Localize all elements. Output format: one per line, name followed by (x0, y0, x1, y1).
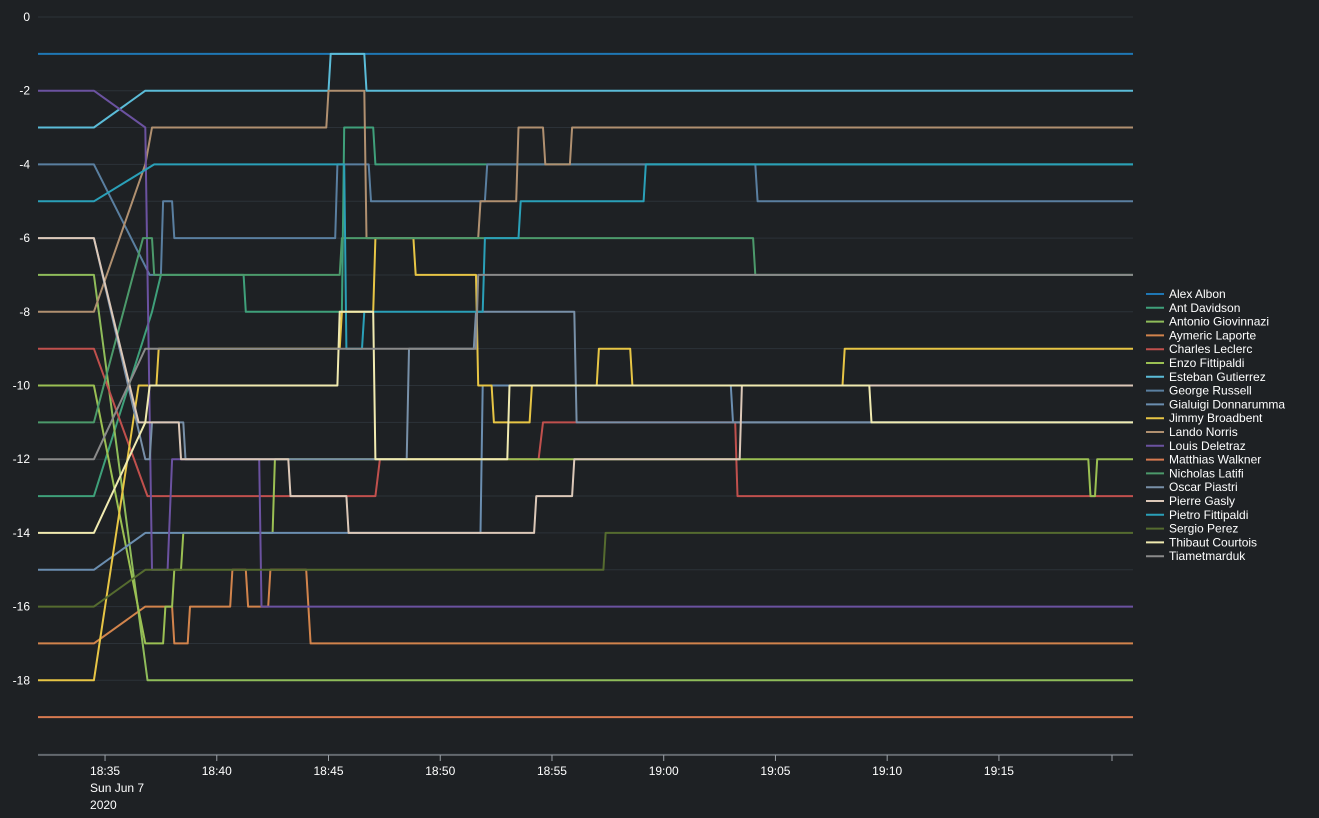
legend-item[interactable]: Oscar Piastri (1146, 480, 1238, 494)
legend-item[interactable]: Charles Leclerc (1146, 342, 1252, 356)
legend-item[interactable]: Thibaut Courtois (1146, 535, 1257, 549)
series-line (38, 237, 1133, 424)
y-tick-label: -6 (19, 231, 30, 245)
series-line (38, 310, 1133, 534)
series-line (38, 163, 1133, 276)
y-tick-label: -16 (13, 600, 31, 614)
legend-label: Alex Albon (1169, 287, 1226, 301)
legend-item[interactable]: Lando Norris (1146, 425, 1238, 439)
y-tick-label: -18 (13, 673, 31, 687)
legend-label: Louis Deletraz (1169, 439, 1246, 453)
legend-item[interactable]: George Russell (1146, 384, 1252, 398)
x-axis: 18:35 Sun Jun 7 2020 18:40 18:45 18:50 18:55 19… (38, 754, 1133, 812)
legend-label: George Russell (1169, 384, 1252, 398)
legend-label: Matthias Walkner (1169, 453, 1261, 467)
legend-item[interactable]: Pierre Gasly (1146, 494, 1235, 508)
series-line (38, 384, 1133, 571)
y-tick-label: -14 (13, 526, 31, 540)
legend-label: Enzo Fittipaldi (1169, 356, 1244, 370)
series-line (38, 126, 1133, 498)
legend-label: Lando Norris (1169, 425, 1238, 439)
series-line (38, 237, 1133, 534)
legend-label: Gialuigi Donnarumma (1169, 397, 1285, 411)
legend-label: Oscar Piastri (1169, 480, 1238, 494)
legend-item[interactable]: Ant Davidson (1146, 301, 1240, 315)
x-tick-label: 19:05 (760, 764, 790, 778)
legend-item[interactable]: Jimmy Broadbent (1146, 411, 1263, 425)
x-tick-label: 19:10 (872, 764, 902, 778)
x-tick-label: 18:45 (313, 764, 343, 778)
y-tick-label: -12 (13, 452, 31, 466)
legend-label: Tiametmarduk (1169, 549, 1246, 563)
legend-item[interactable]: Alex Albon (1146, 287, 1226, 301)
y-tick-label: -8 (19, 305, 30, 319)
series-line (38, 273, 1133, 682)
legend-item[interactable]: Antonio Giovinnazi (1146, 315, 1269, 329)
series-line (38, 163, 1133, 350)
x-tick-label: 18:55 (537, 764, 567, 778)
legend-label: Jimmy Broadbent (1169, 411, 1263, 425)
legend-label: Charles Leclerc (1169, 342, 1252, 356)
legend-label: Nicholas Latifi (1169, 466, 1244, 480)
y-tick-label: -2 (19, 84, 30, 98)
legend-item[interactable]: Matthias Walkner (1146, 453, 1261, 467)
legend-label: Pierre Gasly (1169, 494, 1235, 508)
series-line (38, 237, 1133, 461)
x-tick-label: 18:50 (425, 764, 455, 778)
series-line (38, 273, 1133, 461)
legend-item[interactable]: Tiametmarduk (1146, 549, 1246, 563)
y-tick-label: -10 (13, 379, 31, 393)
legend-item[interactable]: Sergio Perez (1146, 522, 1238, 536)
legend-item[interactable]: Aymeric Laporte (1146, 328, 1256, 342)
legend-label: Pietro Fittipaldi (1169, 508, 1248, 522)
x-tick-label: 19:00 (649, 764, 679, 778)
legend-label: Aymeric Laporte (1169, 328, 1256, 342)
legend-item[interactable]: Gialuigi Donnarumma (1146, 397, 1285, 411)
y-tick-label: 0 (23, 10, 30, 24)
legend-item[interactable]: Louis Deletraz (1146, 439, 1246, 453)
series-layer (38, 52, 1133, 719)
x-tick-sublabel: 2020 (90, 798, 117, 812)
legend-item[interactable]: Pietro Fittipaldi (1146, 508, 1248, 522)
x-tick-label: 19:15 (984, 764, 1014, 778)
series-line (38, 384, 1133, 645)
legend-item[interactable]: Enzo Fittipaldi (1146, 356, 1244, 370)
x-tick-label: 18:35 (90, 764, 120, 778)
series-line (38, 531, 1133, 608)
legend-label: Thibaut Courtois (1169, 535, 1257, 549)
legend-item[interactable]: Nicholas Latifi (1146, 466, 1244, 480)
legend-label: Sergio Perez (1169, 522, 1238, 536)
series-line (38, 52, 1133, 129)
x-tick-sublabel: Sun Jun 7 (90, 781, 144, 795)
y-tick-label: -4 (19, 157, 30, 171)
legend-label: Ant Davidson (1169, 301, 1240, 315)
x-tick-label: 18:40 (202, 764, 232, 778)
legend-label: Antonio Giovinnazi (1169, 315, 1269, 329)
y-axis: 0 -2 -4 -6 -8 -10 -12 -14 -16 -18 (13, 10, 31, 687)
legend-label: Esteban Gutierrez (1169, 370, 1266, 384)
legend-item[interactable]: Esteban Gutierrez (1146, 370, 1266, 384)
